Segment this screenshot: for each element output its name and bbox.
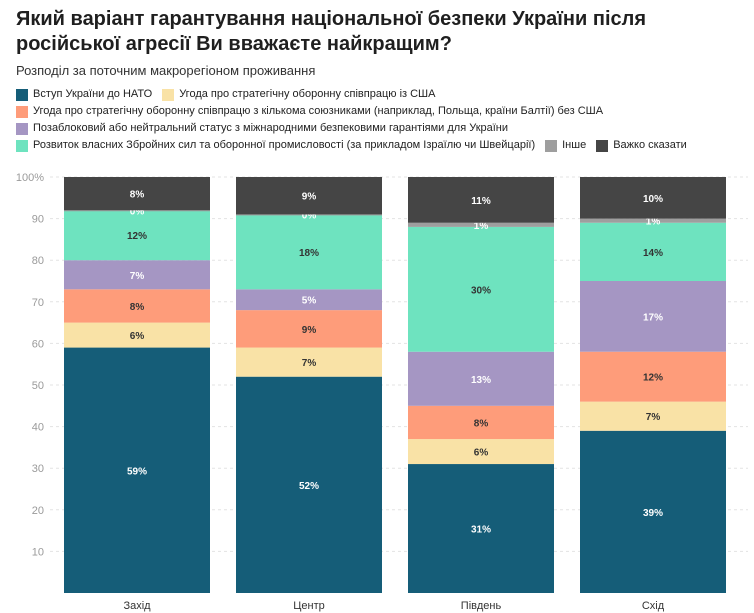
- legend-item-usa-agreement: Угода про стратегічну оборонну співпрацю…: [162, 86, 435, 103]
- legend-row-3: Позаблоковий або нейтральний статус з мі…: [16, 120, 746, 137]
- data-label: 31%: [471, 525, 491, 536]
- data-label: 5%: [302, 296, 317, 307]
- bar-segment: [580, 218, 726, 223]
- bar-segment: [408, 226, 554, 352]
- bar-segment: [580, 281, 726, 352]
- legend-swatch-other: [545, 139, 558, 152]
- legend-label-hard-to-say: Важко сказати: [613, 139, 687, 151]
- bar-segment: [64, 260, 210, 290]
- data-label: 18%: [299, 248, 319, 259]
- y-tick-label: 30: [32, 463, 44, 475]
- y-tick-label: 10: [32, 546, 44, 558]
- data-label: 39%: [643, 508, 663, 519]
- x-category-label: Схід: [642, 600, 665, 612]
- legend-row-4: Розвиток власних Збройних сил та оборонн…: [16, 137, 746, 154]
- y-tick-label: 50: [32, 380, 44, 392]
- y-tick-label: 20: [32, 505, 44, 517]
- data-label: 0%: [130, 206, 145, 217]
- data-label: 8%: [130, 302, 145, 313]
- bar-segment: [64, 177, 210, 211]
- bar-segment: [580, 351, 726, 402]
- legend-item-allies-agreement: Угода про стратегічну оборонну співпрацю…: [16, 103, 603, 120]
- bar-segment: [64, 347, 210, 593]
- legend-item-hard-to-say: Важко сказати: [596, 137, 687, 154]
- chart-subtitle: Розподіл за поточним макрорегіоном прожи…: [16, 63, 316, 78]
- y-tick-label: 100%: [16, 172, 44, 184]
- legend: Вступ України до НАТО Угода про стратегі…: [16, 86, 746, 154]
- bar-segment: [64, 210, 210, 261]
- bar-segment: [236, 310, 382, 348]
- x-category-label: Центр: [293, 600, 325, 612]
- data-label: 12%: [643, 373, 663, 384]
- bar-segment: [64, 289, 210, 323]
- bar-segment: [580, 177, 726, 219]
- legend-swatch-allies-agreement: [16, 105, 28, 118]
- bar-segment: [408, 464, 554, 593]
- chart-title: Який варіант гарантування національної б…: [16, 8, 646, 55]
- x-category-label: Південь: [461, 600, 502, 612]
- bar-segment: [64, 210, 210, 212]
- legend-swatch-usa-agreement: [162, 88, 175, 101]
- data-label: 8%: [474, 418, 489, 429]
- legend-swatch-hard-to-say: [596, 139, 609, 152]
- legend-label-nato: Вступ України до НАТО: [33, 88, 153, 100]
- legend-label-own-forces: Розвиток власних Збройних сил та оборонн…: [33, 139, 536, 151]
- data-label: 14%: [643, 248, 663, 259]
- data-label: 10%: [643, 194, 663, 205]
- legend-row-2: Угода про стратегічну оборонну співпрацю…: [16, 103, 746, 120]
- bar-segment: [408, 439, 554, 465]
- bar-segment: [236, 214, 382, 290]
- legend-label-neutral: Позаблоковий або нейтральний статус з мі…: [33, 122, 509, 134]
- legend-swatch-own-forces: [16, 139, 28, 152]
- y-tick-label: 80: [32, 255, 44, 267]
- data-label: 9%: [302, 192, 317, 203]
- legend-swatch-nato: [16, 88, 28, 101]
- data-label: 6%: [130, 331, 145, 342]
- data-label: 52%: [299, 481, 319, 492]
- bar-segment: [580, 430, 726, 593]
- data-label: 9%: [302, 325, 317, 336]
- bar-segment: [64, 322, 210, 348]
- bar-segment: [408, 351, 554, 406]
- data-label: 30%: [471, 285, 491, 296]
- legend-item-other: Інше: [545, 137, 586, 154]
- legend-label-allies-agreement: Угода про стратегічну оборонну співпрацю…: [33, 105, 604, 117]
- legend-item-own-forces: Розвиток власних Збройних сил та оборонн…: [16, 137, 535, 154]
- bar-segment: [408, 405, 554, 440]
- y-tick-label: 70: [32, 297, 44, 309]
- bar-segment: [236, 214, 382, 216]
- bar-segment: [236, 177, 382, 215]
- data-label: 59%: [127, 466, 147, 477]
- stacked-bar-chart: 100% 90 80 70 60 50 40 30 20 10 59% 6% 8% 7% 12% 0% 8% За…: [16, 172, 748, 612]
- data-label: 13%: [471, 375, 491, 386]
- y-tick-label: 60: [32, 338, 44, 350]
- bar-segment: [408, 222, 554, 227]
- data-label: 7%: [646, 412, 661, 423]
- bar-segment: [408, 177, 554, 223]
- bar-segment: [236, 289, 382, 311]
- y-tick-label: 40: [32, 422, 44, 434]
- x-category-label: Захід: [123, 600, 151, 612]
- legend-item-nato: Вступ України до НАТО: [16, 86, 152, 103]
- data-label: 11%: [471, 196, 491, 207]
- data-label: 7%: [302, 358, 317, 369]
- data-label: 7%: [130, 271, 145, 282]
- legend-swatch-neutral: [16, 122, 28, 135]
- data-label: 17%: [643, 312, 663, 323]
- bar-segment: [236, 347, 382, 377]
- y-tick-label: 90: [32, 214, 44, 226]
- data-label: 12%: [127, 231, 147, 242]
- data-label: 1%: [474, 221, 489, 232]
- legend-label-other: Інше: [562, 139, 587, 151]
- data-label: 6%: [474, 448, 489, 459]
- data-label: 0%: [302, 210, 317, 221]
- bar-segment: [580, 222, 726, 281]
- legend-item-neutral: Позаблоковий або нейтральний статус з мі…: [16, 120, 508, 137]
- legend-row-1: Вступ України до НАТО Угода про стратегі…: [16, 86, 746, 103]
- bar-segment: [580, 401, 726, 431]
- legend-label-usa-agreement: Угода про стратегічну оборонну співпрацю…: [179, 88, 436, 100]
- bar-segment: [236, 376, 382, 593]
- data-label: 8%: [130, 190, 145, 201]
- data-label: 1%: [646, 217, 661, 228]
